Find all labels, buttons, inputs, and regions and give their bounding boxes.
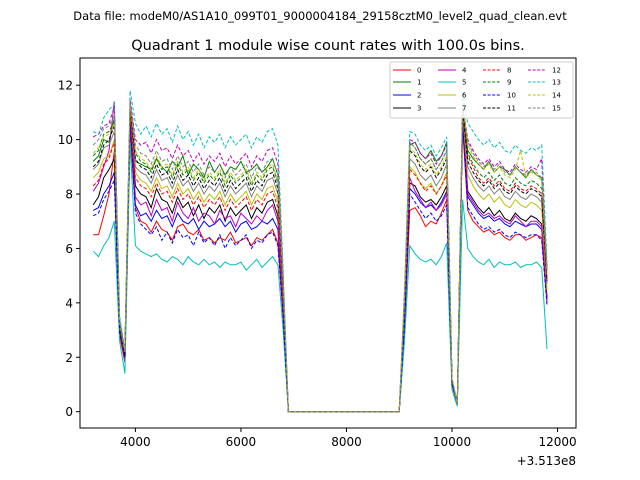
plot-area [79,57,577,429]
legend-label-13: 13 [552,79,561,87]
legend-label-6: 6 [462,92,467,100]
legend-label-7: 7 [462,105,466,113]
suptitle: Data file: modeM0/AS1A10_099T01_90000041… [73,9,567,23]
series-line-13 [92,90,548,413]
y-tick-label: 6 [65,242,73,256]
y-tick-label: 0 [65,405,73,419]
x-tick-label: 8000 [331,435,362,449]
y-tick-label: 8 [65,188,73,202]
y-tick-label: 10 [58,133,73,147]
legend-label-11: 11 [507,105,516,113]
series-line-15 [92,101,548,413]
y-tick-label: 2 [65,351,73,365]
x-tick-label: 10000 [433,435,471,449]
legend-label-12: 12 [552,67,561,75]
x-tick-label: 12000 [538,435,576,449]
legend-label-1: 1 [417,79,421,87]
legend-label-0: 0 [417,67,421,75]
legend-label-15: 15 [552,105,561,113]
legend-label-4: 4 [462,67,467,75]
legend-label-2: 2 [417,92,421,100]
series-group [92,90,548,413]
legend-label-5: 5 [462,79,466,87]
y-tick-label: 4 [65,296,73,310]
legend-label-9: 9 [507,79,511,87]
legend-label-3: 3 [417,105,421,113]
legend-label-8: 8 [507,67,511,75]
legend-label-14: 14 [552,92,561,100]
x-tick-label: 6000 [226,435,257,449]
plot-frame [79,57,577,429]
x-axis: 4000 6000 8000 10000 12000 [120,428,577,449]
y-tick-label: 12 [58,79,73,93]
x-offset-label: +3.513e8 [517,454,576,468]
legend-box [389,61,574,119]
x-tick-label: 4000 [120,435,151,449]
y-axis: 0 2 4 6 8 10 12 [58,79,80,419]
chart-title: Quadrant 1 module wise count rates with … [131,38,525,54]
series-line-14 [92,101,548,413]
legend-label-10: 10 [507,92,516,100]
